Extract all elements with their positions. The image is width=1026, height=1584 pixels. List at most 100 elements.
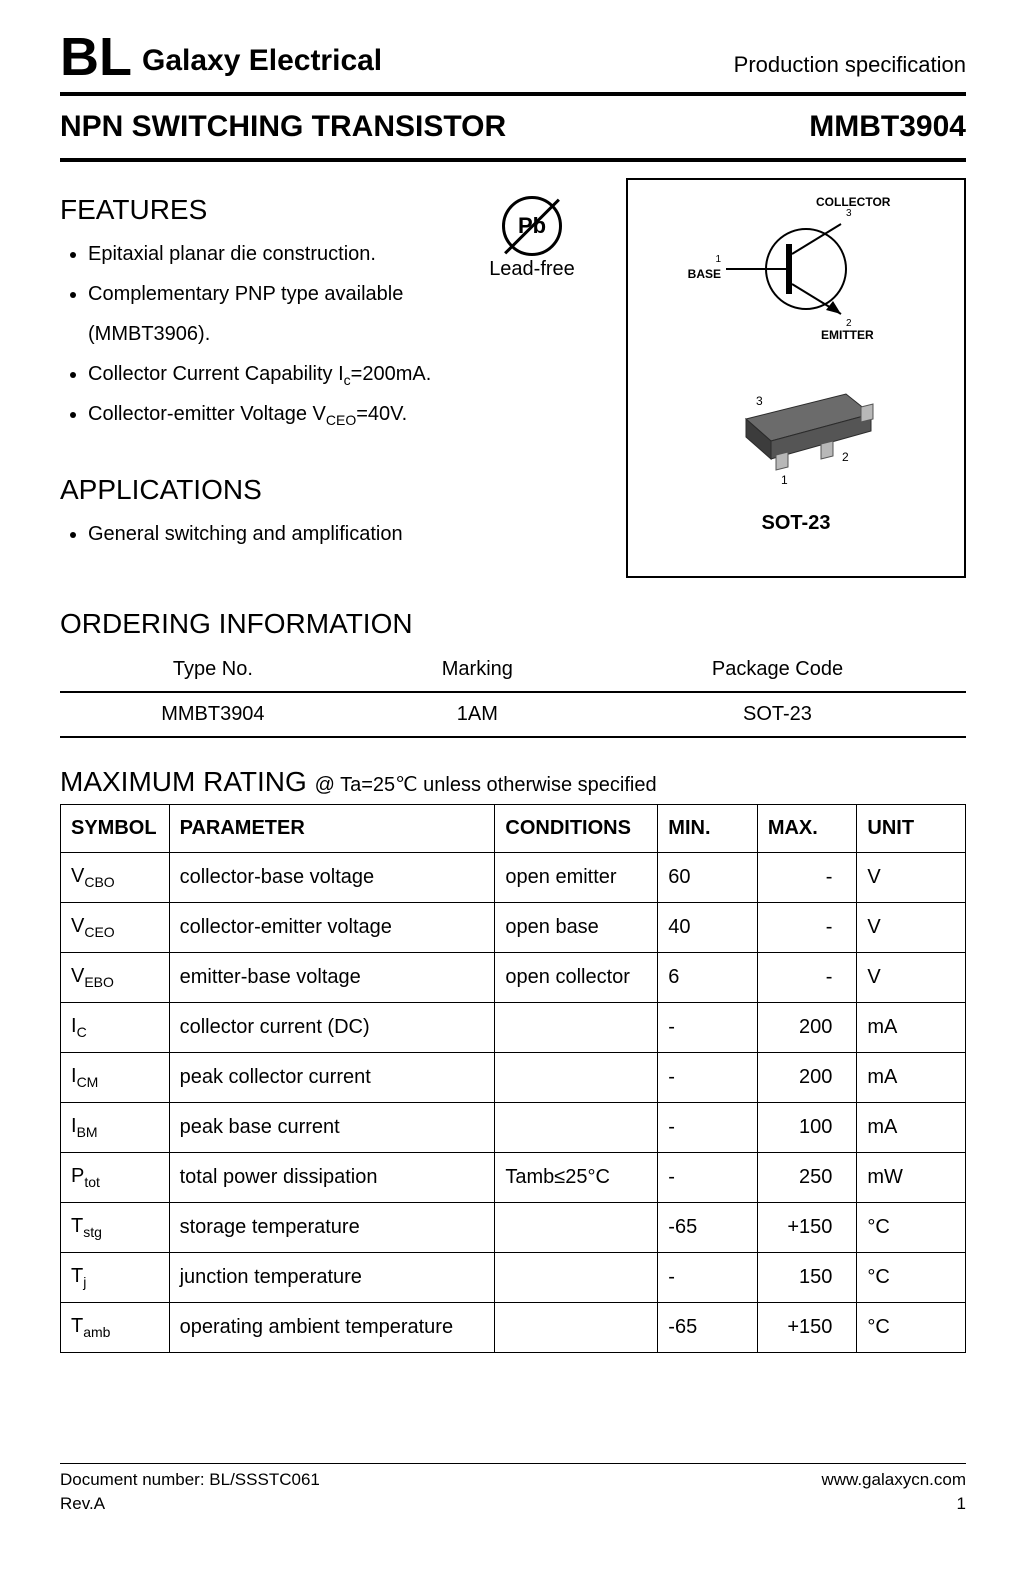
rating-row: VEBOemitter-base voltageopen collector6-… — [61, 953, 966, 1003]
rating-cell: -65 — [658, 1303, 758, 1353]
title-bar: NPN SWITCHING TRANSISTOR MMBT3904 — [60, 102, 966, 152]
rating-cell: Tstg — [61, 1203, 170, 1253]
rating-cell: -65 — [658, 1203, 758, 1253]
rating-cell: - — [658, 1103, 758, 1153]
leadfree-icon: Pb — [502, 196, 562, 256]
rule — [60, 1463, 966, 1464]
rating-cell: - — [757, 853, 857, 903]
rating-cell: Tj — [61, 1253, 170, 1303]
ordering-column-header: Marking — [366, 648, 589, 692]
rating-cell: 250 — [757, 1153, 857, 1203]
rule — [60, 92, 966, 96]
svg-text:BASE: BASE — [688, 267, 721, 281]
rating-cell — [495, 1203, 658, 1253]
rating-cell: collector-emitter voltage — [169, 903, 495, 953]
rating-cell: - — [757, 903, 857, 953]
rating-cell: open emitter — [495, 853, 658, 903]
rating-row: VCEOcollector-emitter voltageopen base40… — [61, 903, 966, 953]
svg-text:1: 1 — [781, 473, 788, 487]
ordering-cell: 1AM — [366, 692, 589, 737]
rating-cell: VCEO — [61, 903, 170, 953]
rating-cell: peak collector current — [169, 1053, 495, 1103]
rating-cell: mA — [857, 1053, 966, 1103]
rating-cell: mW — [857, 1153, 966, 1203]
rating-cell: V — [857, 853, 966, 903]
rating-cell: emitter-base voltage — [169, 953, 495, 1003]
rating-row: Tamboperating ambient temperature-65+150… — [61, 1303, 966, 1353]
rating-column-header: MAX. — [757, 805, 857, 853]
rating-cell: 40 — [658, 903, 758, 953]
rating-column-header: SYMBOL — [61, 805, 170, 853]
main-row: FEATURES Epitaxial planar die constructi… — [60, 178, 966, 578]
applications-heading: APPLICATIONS — [60, 474, 602, 506]
rating-cell: mA — [857, 1103, 966, 1153]
rating-cell: ICM — [61, 1053, 170, 1103]
rating-cell: open collector — [495, 953, 658, 1003]
svg-text:COLLECTOR: COLLECTOR — [816, 195, 891, 209]
ordering-row: MMBT39041AMSOT-23 — [60, 692, 966, 737]
footer-rev: Rev.A — [60, 1494, 105, 1514]
transistor-schematic: 1 BASE 3 COLLECTOR 2 EMITTER — [646, 194, 946, 344]
leadfree-block: Pb Lead-free — [462, 196, 602, 281]
rating-cell — [495, 1303, 658, 1353]
features-list: Epitaxial planar die construction.Comple… — [60, 234, 442, 434]
rating-cell: IC — [61, 1003, 170, 1053]
spec-label: Production specification — [734, 52, 966, 84]
svg-text:1: 1 — [715, 254, 721, 265]
rating-cell: °C — [857, 1203, 966, 1253]
feature-item: Collector Current Capability Ic=200mA. — [88, 354, 442, 394]
part-number: MMBT3904 — [809, 110, 966, 144]
rating-cell: - — [658, 1003, 758, 1053]
product-title: NPN SWITCHING TRANSISTOR — [60, 110, 506, 144]
rating-cell: - — [658, 1253, 758, 1303]
rating-row: Ptottotal power dissipationTamb≤25°C-250… — [61, 1153, 966, 1203]
datasheet-page: BL Galaxy Electrical Production specific… — [0, 0, 1026, 1534]
rating-cell: Tamb≤25°C — [495, 1153, 658, 1203]
rating-column-header: PARAMETER — [169, 805, 495, 853]
rating-row: IBMpeak base current-100mA — [61, 1103, 966, 1153]
rating-cell: - — [658, 1053, 758, 1103]
feature-item: Complementary PNP type available (MMBT39… — [88, 274, 442, 354]
rating-cell: V — [857, 953, 966, 1003]
rating-row: Tstgstorage temperature-65+150°C — [61, 1203, 966, 1253]
rating-cell: collector current (DC) — [169, 1003, 495, 1053]
rating-column-header: UNIT — [857, 805, 966, 853]
package-box: 1 BASE 3 COLLECTOR 2 EMITTER 1 2 3 SOT-2… — [626, 178, 966, 578]
rating-cell — [495, 1103, 658, 1153]
rating-cell: 60 — [658, 853, 758, 903]
rating-cell: total power dissipation — [169, 1153, 495, 1203]
svg-text:3: 3 — [756, 394, 763, 408]
rating-cell: 6 — [658, 953, 758, 1003]
rating-cell: peak base current — [169, 1103, 495, 1153]
footer-url: www.galaxycn.com — [821, 1470, 966, 1490]
package-name: SOT-23 — [642, 512, 950, 535]
leadfree-label: Lead-free — [462, 258, 602, 281]
rating-column-header: CONDITIONS — [495, 805, 658, 853]
footer: Document number: BL/SSSTC061 www.galaxyc… — [60, 1463, 966, 1514]
rating-column-header: MIN. — [658, 805, 758, 853]
rating-cell: - — [757, 953, 857, 1003]
rating-cell: 150 — [757, 1253, 857, 1303]
maxrating-title: MAXIMUM RATING — [60, 766, 307, 797]
rating-cell: open base — [495, 903, 658, 953]
application-item: General switching and amplification — [88, 514, 602, 554]
rating-row: ICcollector current (DC)-200mA — [61, 1003, 966, 1053]
feature-item: Epitaxial planar die construction. — [88, 234, 442, 274]
maxrating-heading: MAXIMUM RATING @ Ta=25℃ unless otherwise… — [60, 766, 966, 798]
brand-logo: BL — [60, 30, 132, 84]
rating-cell — [495, 1053, 658, 1103]
rating-cell: V — [857, 903, 966, 953]
ordering-column-header: Type No. — [60, 648, 366, 692]
rating-row: VCBOcollector-base voltageopen emitter60… — [61, 853, 966, 903]
brand-block: BL Galaxy Electrical — [60, 30, 382, 84]
rating-cell: IBM — [61, 1103, 170, 1153]
rating-row: ICMpeak collector current -200mA — [61, 1053, 966, 1103]
rating-row: Tjjunction temperature-150°C — [61, 1253, 966, 1303]
rating-cell: °C — [857, 1303, 966, 1353]
rating-cell: Ptot — [61, 1153, 170, 1203]
svg-text:EMITTER: EMITTER — [821, 328, 874, 342]
brand-name: Galaxy Electrical — [142, 44, 382, 84]
svg-text:3: 3 — [846, 208, 852, 219]
rule — [60, 158, 966, 162]
rating-cell: 200 — [757, 1053, 857, 1103]
